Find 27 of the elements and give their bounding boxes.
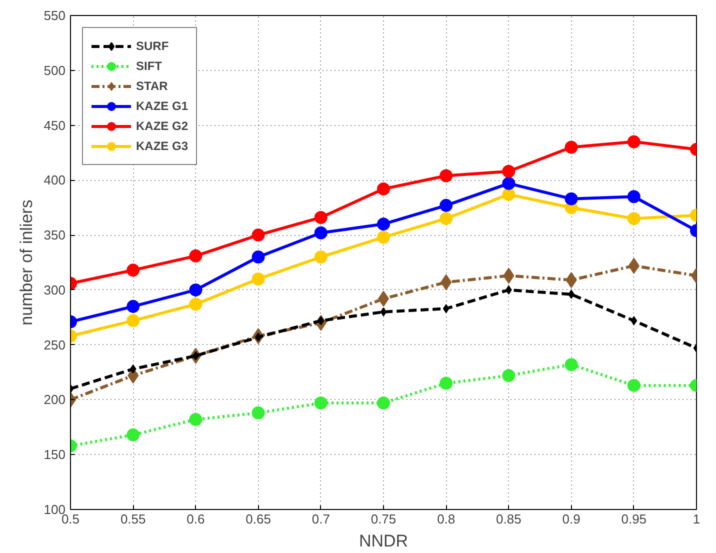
x-tick-label: 0.7 [312, 512, 330, 526]
y-tick-label: 150 [44, 447, 66, 462]
legend-label: KAZE G1 [136, 99, 188, 113]
legend-label: KAZE G2 [136, 119, 188, 133]
legend-label: KAZE G3 [136, 139, 188, 153]
x-tick-label: 0.6 [186, 512, 205, 526]
y-tick-label: 250 [44, 337, 66, 352]
x-tick-label: 0.65 [246, 512, 271, 526]
x-tick-label: 0.8 [437, 512, 456, 526]
y-tick-label: 550 [44, 8, 66, 23]
y-tick-label: 500 [44, 62, 66, 78]
legend-label: STAR [136, 79, 168, 93]
legend-label: SURF [136, 39, 169, 53]
y-tick-label: 300 [44, 282, 66, 298]
y-axis-title: number of inliers [16, 200, 36, 326]
x-tick-label: 0.85 [496, 512, 522, 526]
y-tick-label: 450 [44, 118, 66, 133]
x-tick-label: 0.9 [562, 512, 580, 526]
y-tick-label: 350 [44, 228, 66, 243]
x-tick-label: 0.95 [621, 512, 647, 526]
y-tick-label: 200 [44, 392, 66, 408]
x-tick-label: 1 [692, 512, 700, 526]
y-tick-label: 400 [44, 172, 66, 188]
x-tick-label: 0.75 [370, 512, 396, 526]
x-axis-title: NNDR [358, 532, 408, 550]
x-tick-label: 0.55 [120, 512, 146, 526]
legend-label: SIFT [136, 59, 162, 73]
